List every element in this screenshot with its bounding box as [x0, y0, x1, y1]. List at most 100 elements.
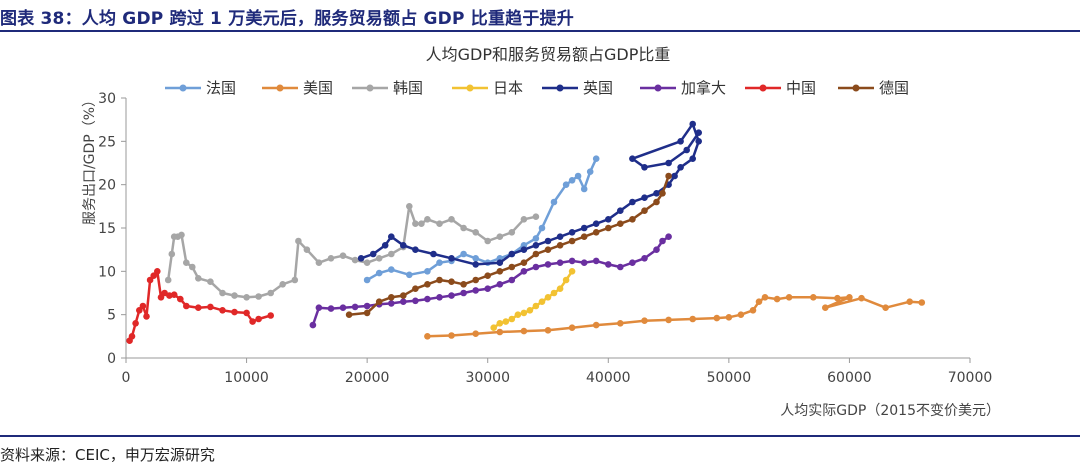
- data-point: [315, 304, 323, 312]
- data-point: [683, 146, 690, 154]
- data-point: [496, 233, 504, 240]
- data-point: [520, 259, 528, 266]
- legend-swatch-marker: [366, 84, 374, 92]
- data-point: [460, 224, 467, 232]
- data-point: [538, 224, 546, 232]
- data-point: [532, 242, 540, 249]
- data-point: [882, 304, 889, 312]
- x-tick-label: 30000: [465, 370, 510, 386]
- data-point: [388, 300, 395, 307]
- data-point: [617, 320, 624, 327]
- data-point: [695, 138, 702, 145]
- data-point: [544, 327, 552, 334]
- data-point: [508, 276, 516, 284]
- data-point: [195, 304, 202, 312]
- data-point: [592, 321, 600, 329]
- data-point: [255, 315, 262, 323]
- data-point: [484, 237, 492, 245]
- legend-item: 日本: [452, 79, 523, 97]
- data-point: [430, 250, 437, 258]
- data-point: [586, 168, 594, 175]
- data-point: [177, 295, 184, 303]
- data-point: [532, 235, 540, 242]
- data-point: [556, 233, 564, 240]
- data-point: [496, 268, 504, 275]
- data-point: [303, 246, 311, 253]
- series-2: [424, 294, 926, 340]
- title-rule: [0, 30, 1080, 32]
- data-point: [207, 303, 214, 311]
- legend-label: 韩国: [393, 79, 423, 97]
- data-point: [400, 292, 407, 299]
- data-point: [689, 155, 696, 162]
- data-point: [749, 307, 757, 314]
- data-point: [424, 268, 431, 275]
- data-point: [641, 164, 648, 171]
- data-point: [436, 294, 443, 301]
- data-point: [150, 272, 157, 279]
- data-point: [761, 294, 769, 301]
- chart-title: 人均GDP和服务贸易额占GDP比重: [426, 45, 671, 64]
- data-point: [406, 271, 413, 279]
- legend-item: 美国: [262, 79, 333, 97]
- data-point: [580, 224, 588, 232]
- data-point: [406, 203, 413, 210]
- data-point: [472, 287, 480, 294]
- series-line: [427, 296, 922, 338]
- data-point: [412, 220, 419, 227]
- series-line: [348, 175, 670, 316]
- data-point: [327, 255, 335, 262]
- data-point: [472, 330, 480, 338]
- data-point: [653, 198, 660, 206]
- data-point: [460, 250, 467, 258]
- data-point: [568, 257, 576, 265]
- data-point: [472, 229, 480, 236]
- legend-label: 美国: [303, 79, 333, 97]
- data-point: [568, 268, 576, 275]
- data-point: [412, 285, 419, 292]
- legend-item: 英国: [542, 79, 613, 97]
- data-point: [388, 250, 395, 258]
- legend-item: 韩国: [352, 79, 423, 97]
- data-point: [381, 242, 389, 249]
- data-point: [436, 276, 443, 284]
- data-point: [267, 289, 275, 297]
- data-point: [255, 293, 262, 300]
- data-point: [629, 198, 636, 206]
- data-point: [629, 216, 636, 223]
- data-point: [448, 216, 455, 223]
- data-point: [363, 276, 371, 284]
- data-point: [496, 328, 504, 336]
- data-point: [568, 237, 576, 245]
- data-point: [605, 216, 612, 223]
- data-point: [219, 307, 226, 314]
- data-point: [556, 259, 564, 266]
- data-point: [448, 332, 455, 339]
- legend-label: 日本: [493, 79, 523, 97]
- data-point: [629, 155, 636, 162]
- data-point: [243, 309, 250, 317]
- data-point: [424, 216, 431, 223]
- data-point: [436, 220, 443, 227]
- data-point: [339, 252, 347, 259]
- x-tick-label: 60000: [827, 370, 872, 386]
- data-point: [412, 246, 419, 253]
- data-point: [550, 289, 558, 297]
- data-point: [629, 259, 636, 266]
- data-point: [617, 207, 624, 214]
- data-point: [388, 233, 395, 240]
- data-point: [677, 138, 684, 145]
- data-point: [327, 305, 335, 312]
- x-tick-label: 40000: [586, 370, 631, 386]
- data-point: [363, 259, 371, 266]
- series-layer: [126, 120, 926, 345]
- chart: 人均GDP和服务贸易额占GDP比重 法国 美国 韩国 日本 英国 加拿大 中国 德国 0 5 10…: [82, 45, 1000, 419]
- data-point: [183, 302, 190, 310]
- legend-item: 中国: [745, 79, 816, 97]
- data-point: [502, 318, 510, 325]
- data-point: [460, 289, 467, 297]
- y-tick-label: 0: [107, 351, 116, 367]
- data-point: [617, 220, 624, 227]
- data-point: [592, 257, 600, 265]
- data-point: [508, 315, 516, 323]
